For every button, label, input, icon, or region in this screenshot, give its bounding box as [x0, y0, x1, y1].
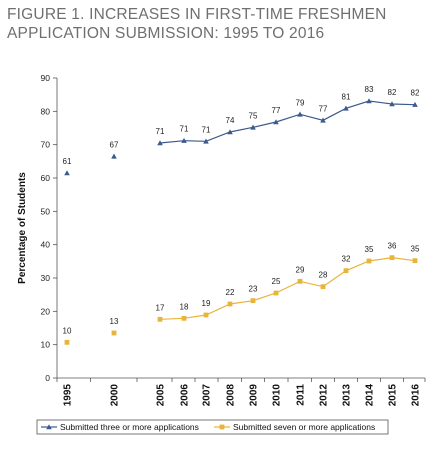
data-label-seven-plus-1995: 10 [63, 326, 72, 335]
data-label-seven-plus-2016: 35 [411, 245, 420, 254]
point-three-plus-2014 [366, 98, 372, 104]
data-label-seven-plus-2011: 29 [296, 265, 305, 274]
y-tick-label-30: 30 [41, 273, 51, 283]
point-three-plus-2009 [250, 124, 256, 130]
data-label-three-plus-2009: 75 [249, 111, 258, 120]
data-labels-layer: 61 67 71 71 71 74 75 77 79 77 81 83 82 82 10 13 17 18 19 22… [63, 85, 420, 335]
data-label-seven-plus-2012: 28 [319, 271, 328, 280]
data-label-three-plus-2013: 81 [342, 92, 351, 101]
y-tick-label-60: 60 [41, 173, 51, 183]
legend: Submitted three or more applications Subm… [36, 419, 389, 435]
y-tick-label-10: 10 [41, 340, 51, 350]
point-three-plus-2016 [412, 101, 418, 107]
point-three-plus-2006 [181, 137, 187, 143]
x-tick-label-2016: 2016 [411, 384, 422, 407]
point-seven-plus-2013 [343, 268, 349, 274]
point-seven-plus-2014 [366, 258, 372, 264]
point-seven-plus-2006 [181, 315, 187, 321]
x-tick-label-2014: 2014 [365, 384, 376, 407]
series-line-three-plus [159, 100, 416, 144]
x-axis-ticks: 1995 2000 2005 2006 2007 2008 2009 2010 2011 2012… [56, 378, 426, 407]
chart-axes [56, 78, 425, 379]
data-label-three-plus-2014: 83 [365, 85, 374, 94]
data-label-seven-plus-2010: 25 [272, 277, 281, 286]
x-tick-label-2013: 2013 [342, 384, 353, 407]
y-tick-label-80: 80 [41, 106, 51, 116]
legend-marker-three-plus [46, 424, 52, 430]
chart-title: FIGURE 1. INCREASES IN FIRST-TIME FRESHM… [7, 5, 437, 43]
legend-marker-seven-plus [219, 424, 225, 430]
point-seven-plus-2010 [273, 290, 279, 296]
data-label-seven-plus-2000: 13 [110, 317, 119, 326]
data-label-seven-plus-2014: 35 [365, 245, 374, 254]
y-tick-label-20: 20 [41, 306, 51, 316]
x-tick-label-2005: 2005 [156, 384, 167, 407]
point-three-plus-2007 [203, 138, 209, 144]
data-label-three-plus-2011: 79 [296, 98, 305, 107]
point-three-plus-2012 [320, 117, 326, 123]
point-seven-plus-2007 [203, 312, 209, 318]
x-tick-label-2000: 2000 [110, 384, 121, 407]
x-tick-label-2010: 2010 [272, 384, 283, 407]
chart-title-line-2: APPLICATION SUBMISSION: 1995 TO 2016 [7, 25, 325, 42]
point-three-plus-2008 [227, 129, 233, 135]
point-seven-plus-2016 [412, 258, 418, 264]
chart-title-line-1: FIGURE 1. INCREASES IN FIRST-TIME FRESHM… [7, 6, 387, 23]
data-label-three-plus-2012: 77 [319, 104, 328, 113]
y-tick-label-90: 90 [41, 73, 51, 83]
data-label-seven-plus-2015: 36 [388, 242, 397, 251]
point-three-plus-2011 [297, 111, 303, 117]
point-three-plus-2005 [157, 140, 163, 146]
x-tick-label-2015: 2015 [388, 384, 399, 407]
point-seven-plus-2005 [157, 316, 163, 322]
data-label-seven-plus-2008: 22 [226, 288, 235, 297]
x-tick-label-2008: 2008 [226, 384, 237, 407]
data-label-seven-plus-2005: 17 [156, 303, 165, 312]
x-tick-label-2006: 2006 [180, 384, 191, 407]
point-seven-plus-2011 [297, 278, 303, 284]
data-label-three-plus-2006: 71 [180, 125, 189, 134]
point-seven-plus-1995 [64, 339, 70, 345]
y-axis-label: Percentage of Students [17, 172, 28, 284]
series-line-seven-plus [159, 257, 416, 320]
data-label-seven-plus-2013: 32 [342, 255, 351, 264]
y-tick-label-70: 70 [41, 140, 51, 150]
series-layer [64, 98, 418, 345]
legend-label-three-plus: Submitted three or more applications [60, 422, 199, 432]
point-three-plus-2010 [273, 119, 279, 125]
x-tick-label-2011: 2011 [296, 384, 307, 406]
data-label-three-plus-2008: 74 [226, 116, 235, 125]
data-label-three-plus-2015: 82 [388, 88, 397, 97]
data-label-three-plus-2000: 67 [110, 140, 119, 149]
legend-box [36, 419, 389, 435]
x-tick-label-1995: 1995 [63, 384, 74, 407]
x-tick-label-2012: 2012 [319, 384, 330, 407]
legend-label-seven-plus: Submitted seven or more applications [233, 422, 375, 432]
point-three-plus-2013 [343, 105, 349, 111]
y-tick-label-40: 40 [41, 240, 51, 250]
data-label-seven-plus-2006: 18 [180, 302, 189, 311]
data-label-three-plus-1995: 61 [63, 157, 72, 166]
x-tick-label-2007: 2007 [202, 384, 213, 407]
data-label-seven-plus-2007: 19 [202, 299, 211, 308]
point-seven-plus-2009 [250, 298, 256, 304]
point-seven-plus-2008 [227, 301, 233, 307]
y-tick-label-0: 0 [45, 373, 50, 383]
data-label-three-plus-2016: 82 [411, 89, 420, 98]
point-three-plus-1995 [64, 170, 70, 176]
point-three-plus-2000 [111, 153, 117, 159]
data-label-three-plus-2007: 71 [202, 125, 211, 134]
point-seven-plus-2015 [389, 255, 395, 261]
point-three-plus-2015 [389, 101, 395, 107]
point-seven-plus-2000 [111, 330, 117, 336]
data-label-three-plus-2010: 77 [272, 106, 281, 115]
data-label-seven-plus-2009: 23 [249, 285, 258, 294]
y-axis-ticks: 0 10 20 30 40 50 60 70 80 90 [41, 73, 57, 383]
data-label-three-plus-2005: 71 [156, 127, 165, 136]
point-seven-plus-2012 [320, 284, 326, 290]
x-tick-label-2009: 2009 [249, 384, 260, 407]
y-tick-label-50: 50 [41, 206, 51, 216]
